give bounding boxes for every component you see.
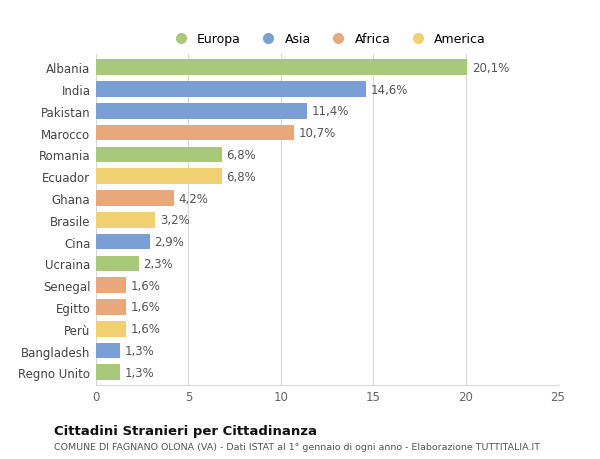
- Bar: [96, 104, 307, 119]
- Text: 6,8%: 6,8%: [226, 170, 256, 183]
- Text: 10,7%: 10,7%: [298, 127, 335, 140]
- Bar: [96, 82, 366, 98]
- Bar: [96, 256, 139, 272]
- Bar: [96, 278, 125, 293]
- Text: COMUNE DI FAGNANO OLONA (VA) - Dati ISTAT al 1° gennaio di ogni anno - Elaborazi: COMUNE DI FAGNANO OLONA (VA) - Dati ISTA…: [54, 442, 540, 451]
- Text: 1,6%: 1,6%: [130, 301, 160, 314]
- Bar: [96, 299, 125, 315]
- Text: 14,6%: 14,6%: [370, 84, 408, 96]
- Text: 1,6%: 1,6%: [130, 279, 160, 292]
- Text: 6,8%: 6,8%: [226, 149, 256, 162]
- Bar: [96, 191, 173, 207]
- Text: 1,6%: 1,6%: [130, 323, 160, 336]
- Bar: [96, 125, 294, 141]
- Text: Cittadini Stranieri per Cittadinanza: Cittadini Stranieri per Cittadinanza: [54, 425, 317, 437]
- Text: 2,9%: 2,9%: [154, 235, 184, 248]
- Text: 1,3%: 1,3%: [125, 344, 154, 357]
- Text: 11,4%: 11,4%: [311, 105, 349, 118]
- Bar: [96, 60, 467, 76]
- Bar: [96, 234, 149, 250]
- Text: 20,1%: 20,1%: [472, 62, 509, 75]
- Bar: [96, 147, 221, 163]
- Bar: [96, 213, 155, 228]
- Bar: [96, 343, 120, 358]
- Bar: [96, 365, 120, 381]
- Bar: [96, 169, 221, 185]
- Text: 2,3%: 2,3%: [143, 257, 173, 270]
- Text: 4,2%: 4,2%: [178, 192, 208, 205]
- Text: 3,2%: 3,2%: [160, 214, 190, 227]
- Bar: [96, 321, 125, 337]
- Text: 1,3%: 1,3%: [125, 366, 154, 379]
- Legend: Europa, Asia, Africa, America: Europa, Asia, Africa, America: [163, 28, 491, 51]
